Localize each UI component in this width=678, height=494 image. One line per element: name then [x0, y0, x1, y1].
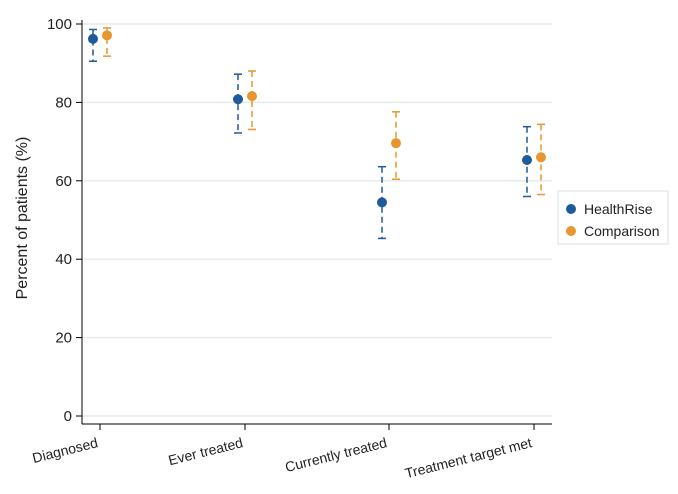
data-point: [247, 91, 257, 102]
legend-label: Comparison: [584, 223, 659, 239]
y-axis-title: Percent of patients (%): [14, 137, 31, 300]
y-tick-label: 40: [55, 251, 72, 268]
x-tick-label: Diagnosed: [31, 434, 100, 466]
legend-marker: [566, 226, 576, 236]
x-ticks: Diagnosed Ever treated Currently treated Tr…: [31, 424, 535, 481]
series: [88, 27, 546, 240]
gridlines: [82, 23, 552, 417]
x-tick-label: Currently treated: [283, 434, 388, 475]
y-tick-label: 100: [47, 16, 72, 33]
data-point: [391, 138, 401, 149]
legend-box: [557, 190, 669, 245]
data-point: [377, 197, 387, 208]
y-ticks: 0 20 40 60 80 100: [47, 16, 82, 425]
y-tick-label: 80: [55, 94, 72, 111]
x-tick-label: Ever treated: [167, 434, 245, 468]
x-tick-label: Treatment target met: [403, 434, 533, 481]
legend-marker: [566, 204, 576, 214]
data-point: [536, 152, 546, 163]
data-point: [233, 94, 243, 105]
axes: [81, 20, 552, 425]
data-point: [102, 30, 112, 41]
legend: HealthRise Comparison: [557, 190, 669, 245]
y-tick-label: 20: [55, 330, 72, 347]
legend-label: HealthRise: [584, 201, 653, 217]
y-tick-label: 0: [64, 408, 72, 425]
data-point: [522, 155, 532, 166]
data-point: [88, 33, 98, 44]
series-healthrise: [88, 28, 532, 240]
series-comparison: [102, 27, 546, 196]
y-tick-label: 60: [55, 173, 72, 190]
